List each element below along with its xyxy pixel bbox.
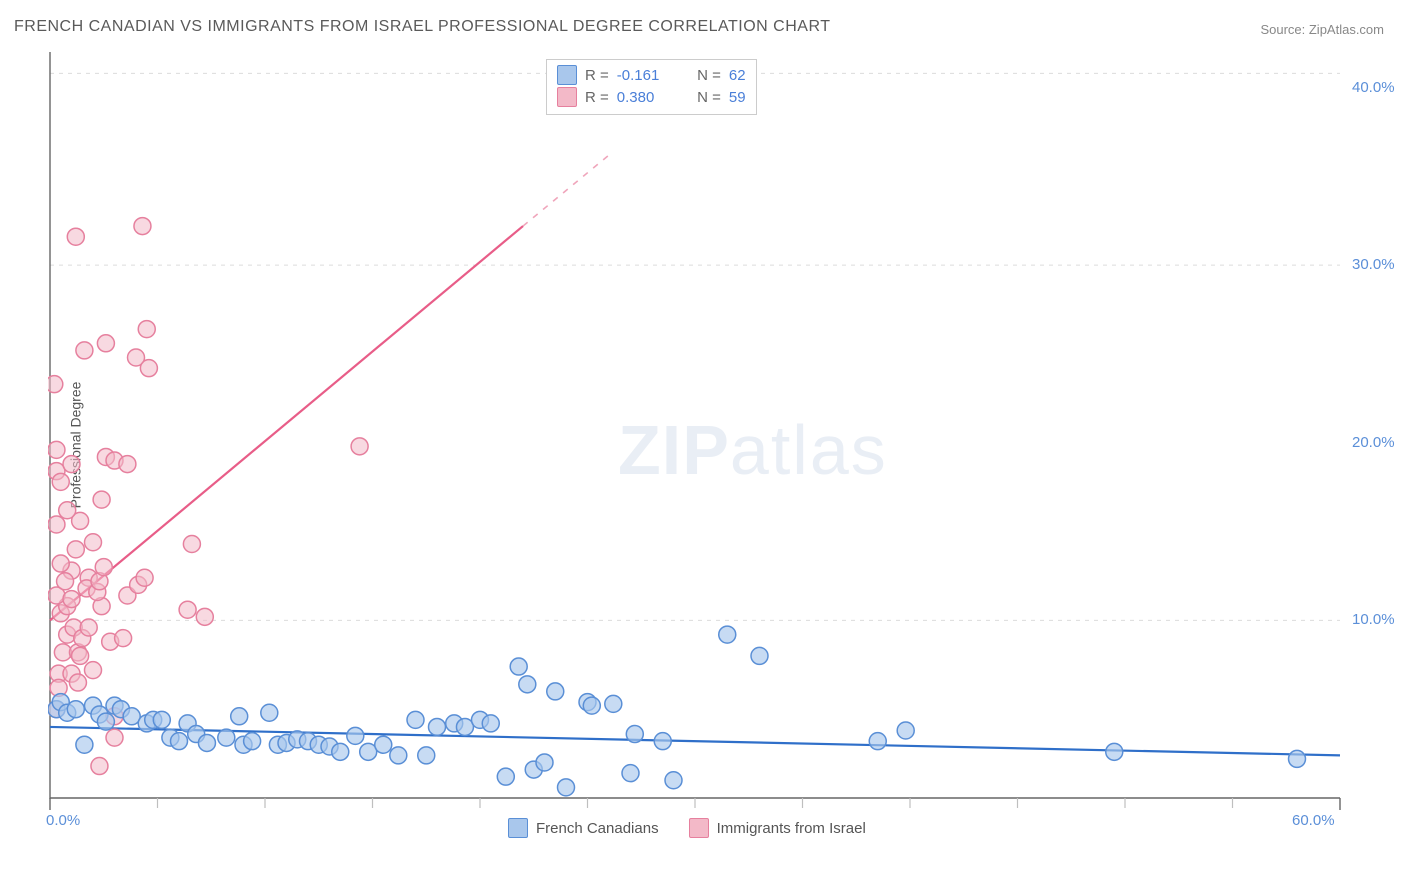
legend-r-value: 0.380 xyxy=(617,89,673,106)
y-tick-label: 10.0% xyxy=(1352,611,1395,628)
legend-series-label: Immigrants from Israel xyxy=(717,820,866,837)
chart-container: Professional Degree ZIPatlas R = -0.161 … xyxy=(48,50,1348,840)
legend-correlation-box: R = -0.161 N = 62R = 0.380 N = 59 xyxy=(546,59,757,115)
legend-swatch xyxy=(508,818,528,838)
y-tick-label: 40.0% xyxy=(1352,79,1395,96)
source-attribution: Source: ZipAtlas.com xyxy=(1260,22,1384,37)
legend-correlation-row: R = 0.380 N = 59 xyxy=(557,86,746,108)
legend-n-label: N = xyxy=(697,89,721,106)
source-value: ZipAtlas.com xyxy=(1309,22,1384,37)
legend-swatch xyxy=(557,87,577,107)
legend-r-label: R = xyxy=(585,89,609,106)
legend-n-value: 62 xyxy=(729,67,746,84)
legend-series: French Canadians Immigrants from Israel xyxy=(508,818,866,838)
legend-series-label: French Canadians xyxy=(536,820,659,837)
x-tick-label: 60.0% xyxy=(1292,812,1335,829)
y-tick-label: 30.0% xyxy=(1352,256,1395,273)
x-tick-label: 0.0% xyxy=(46,812,80,829)
legend-n-value: 59 xyxy=(729,89,746,106)
legend-swatch xyxy=(689,818,709,838)
scatter-plot xyxy=(48,50,1342,826)
source-label: Source: xyxy=(1260,22,1308,37)
legend-n-label: N = xyxy=(697,67,721,84)
legend-r-value: -0.161 xyxy=(617,67,673,84)
legend-r-label: R = xyxy=(585,67,609,84)
legend-series-item: French Canadians xyxy=(508,818,659,838)
chart-title: FRENCH CANADIAN VS IMMIGRANTS FROM ISRAE… xyxy=(14,18,831,36)
y-tick-label: 20.0% xyxy=(1352,434,1395,451)
legend-correlation-row: R = -0.161 N = 62 xyxy=(557,64,746,86)
legend-swatch xyxy=(557,65,577,85)
legend-series-item: Immigrants from Israel xyxy=(689,818,866,838)
